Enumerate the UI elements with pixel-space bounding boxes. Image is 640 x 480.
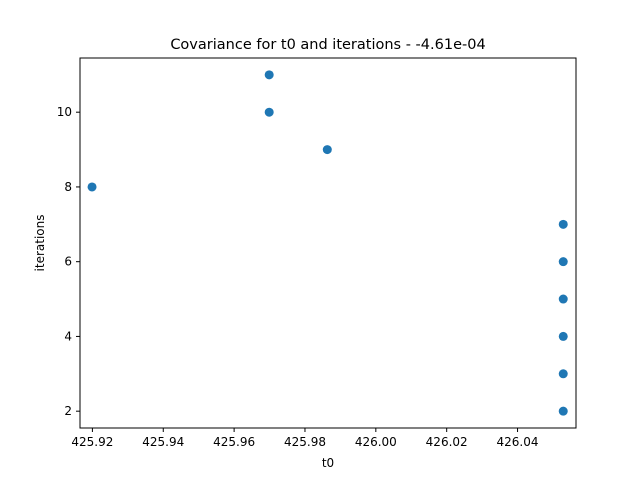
x-tick-label: 425.92 bbox=[71, 435, 113, 449]
y-axis-label: iterations bbox=[33, 215, 47, 272]
data-point bbox=[264, 70, 274, 80]
data-point bbox=[558, 406, 568, 416]
chart-title: Covariance for t0 and iterations - -4.61… bbox=[170, 37, 485, 53]
y-tick-label: 10 bbox=[57, 105, 72, 119]
axes-frame bbox=[79, 57, 577, 429]
y-axis-ticks: 2 4 6 8 10 bbox=[57, 105, 80, 418]
data-point bbox=[322, 145, 332, 155]
data-point bbox=[87, 182, 97, 192]
x-tick-label: 425.94 bbox=[142, 435, 184, 449]
data-point bbox=[558, 219, 568, 229]
points-layer bbox=[87, 70, 568, 416]
x-tick-label: 425.98 bbox=[284, 435, 326, 449]
x-axis-label: t0 bbox=[322, 456, 334, 470]
data-point bbox=[558, 294, 568, 304]
y-tick-label: 8 bbox=[64, 180, 72, 194]
data-point bbox=[264, 107, 274, 117]
y-tick-label: 2 bbox=[64, 404, 72, 418]
x-tick-label: 426.00 bbox=[355, 435, 397, 449]
data-point bbox=[558, 369, 568, 379]
x-axis-ticks: 425.92 425.94 425.96 425.98 426.00 426.02 426.… bbox=[71, 428, 539, 449]
data-point bbox=[558, 331, 568, 341]
x-tick-label: 425.96 bbox=[213, 435, 255, 449]
data-point bbox=[558, 257, 568, 267]
y-tick-label: 6 bbox=[64, 255, 72, 269]
y-tick-label: 4 bbox=[64, 329, 72, 343]
x-tick-label: 426.02 bbox=[426, 435, 468, 449]
x-tick-label: 426.04 bbox=[497, 435, 539, 449]
plot-area: 425.92 425.94 425.96 425.98 426.00 426.02 426.… bbox=[57, 57, 577, 449]
